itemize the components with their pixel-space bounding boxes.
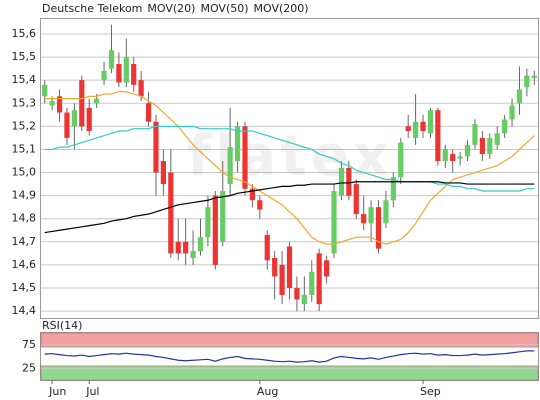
candle-body	[413, 121, 419, 138]
candle-body	[398, 142, 404, 178]
candle-body	[183, 241, 189, 254]
candle-body	[190, 251, 196, 258]
candle-body	[509, 105, 515, 120]
rsi-band	[40, 332, 539, 348]
candle-body	[353, 184, 359, 215]
watermark: flatex	[187, 124, 393, 189]
y-tick-label: 14,4	[12, 304, 37, 317]
panel-label: RSI(14)	[42, 319, 82, 332]
x-tick-label: Jul	[85, 385, 99, 398]
y-tick-label: 15,3	[12, 96, 37, 109]
candle-body	[323, 260, 330, 277]
y-tick-label: 15,5	[12, 50, 37, 63]
y-tick-label: 15,4	[12, 73, 37, 86]
candle-body	[71, 110, 77, 127]
candle-body	[94, 98, 100, 104]
candle-body	[361, 214, 367, 224]
candle-body	[457, 156, 463, 159]
legend-entry: MOV(20)	[147, 2, 195, 15]
rsi-line	[44, 350, 535, 363]
candle-body	[212, 195, 218, 265]
candle-body	[383, 200, 389, 224]
candle-body	[108, 50, 115, 69]
candle-body	[479, 137, 485, 155]
x-tick-label: Aug	[257, 385, 278, 398]
candle-body	[101, 70, 107, 81]
candle-body	[494, 133, 500, 145]
candle-body	[175, 241, 181, 254]
candle-body	[405, 126, 411, 131]
candle-body	[42, 84, 48, 97]
candle-body	[294, 287, 300, 300]
candle-body	[227, 147, 233, 185]
candle-body	[368, 207, 374, 224]
candle-body	[531, 75, 537, 78]
y-tick-label: 14,7	[12, 235, 37, 248]
candle-body	[79, 80, 85, 127]
y-tick-label: 15,0	[12, 166, 37, 179]
candle-body	[450, 154, 456, 161]
candle-body	[264, 234, 270, 261]
candle-body	[472, 124, 478, 145]
candle-body	[487, 137, 493, 155]
moving-average	[44, 125, 535, 192]
y-tick-label: 14,9	[12, 189, 37, 202]
y-tick-label: 75	[22, 338, 36, 351]
candle-body	[145, 103, 152, 122]
moving-average	[44, 181, 535, 234]
y-tick-label: 14,6	[12, 258, 37, 271]
candle-body	[249, 188, 256, 201]
candle-body	[86, 107, 92, 131]
candle-body	[205, 207, 211, 238]
candle-body	[131, 64, 137, 85]
candle-body	[160, 160, 166, 185]
candle-body	[123, 57, 129, 83]
candle-body	[516, 89, 523, 104]
candle-body	[138, 80, 144, 97]
candle-body	[346, 167, 352, 196]
candle-body	[242, 126, 248, 189]
candle-body	[331, 191, 337, 254]
y-tick-label: 25	[22, 361, 36, 374]
candle-body	[464, 144, 471, 157]
candle-body	[316, 253, 322, 305]
y-tick-label: 15,6	[12, 27, 37, 40]
rsi-band	[40, 365, 539, 381]
candle-body	[272, 257, 278, 277]
candle-body	[220, 191, 226, 242]
candle-body	[56, 96, 63, 113]
candle-body	[257, 200, 263, 210]
y-tick-label: 14,5	[12, 281, 37, 294]
candle-body	[442, 149, 448, 161]
legend-entry: MOV(50)	[200, 2, 248, 15]
candle-body	[435, 110, 441, 161]
candle-body	[49, 100, 55, 106]
y-tick-label: 15,2	[12, 119, 37, 132]
candle-body	[153, 121, 159, 173]
legend-entry: MOV(200)	[254, 2, 309, 15]
candle-body	[197, 237, 204, 252]
x-tick-label: Jun	[48, 385, 66, 398]
candle-body	[301, 294, 307, 305]
candle-body	[279, 264, 285, 295]
candle-body	[427, 110, 434, 134]
candle-body	[168, 172, 174, 254]
candle-body	[309, 271, 315, 295]
x-tick-label: Sep	[420, 385, 441, 398]
candle-body	[390, 177, 396, 201]
candle-body	[286, 246, 293, 288]
candle-body	[502, 119, 508, 134]
candle-body	[375, 207, 382, 249]
candle-body	[116, 64, 122, 83]
candle-body	[64, 112, 70, 138]
candle-body	[420, 121, 426, 131]
y-tick-label: 15,1	[12, 142, 37, 155]
y-tick-label: 14,8	[12, 212, 37, 225]
moving-average	[44, 91, 535, 245]
legend-entry: Deutsche Telekom	[42, 2, 142, 15]
candle-body	[338, 167, 345, 196]
candle-body	[524, 75, 530, 88]
candle-body	[234, 126, 241, 161]
